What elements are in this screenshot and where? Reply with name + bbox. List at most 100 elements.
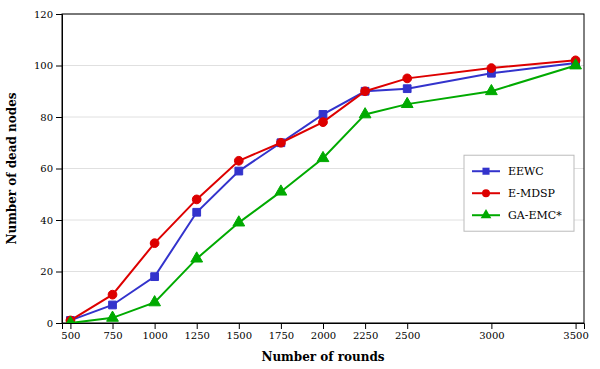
tick-mark [239, 323, 240, 329]
tick-label: 100 [34, 60, 53, 71]
series-line [70, 60, 575, 320]
legend-label: E-MDSP [508, 187, 556, 200]
tick-label: 2250 [353, 330, 378, 341]
marker [233, 216, 245, 226]
marker [193, 208, 201, 216]
tick-mark [155, 323, 156, 329]
tick: 1750 [269, 323, 294, 341]
marker [401, 97, 413, 107]
tick: 2000 [311, 323, 336, 341]
series-line [70, 66, 575, 324]
tick: 1000 [142, 323, 167, 341]
marker [319, 111, 327, 119]
legend-label: EEWC [508, 165, 544, 178]
tick-label: 1500 [227, 330, 252, 341]
marker [191, 252, 203, 262]
grid-line [62, 271, 584, 272]
legend-item: E-MDSP [472, 187, 556, 200]
tick-mark [576, 323, 577, 329]
tick-mark [323, 323, 324, 329]
marker [317, 151, 329, 161]
tick: 100 [34, 60, 62, 71]
marker [486, 84, 498, 94]
marker [403, 74, 412, 83]
tick-mark [56, 169, 62, 170]
tick: 2250 [353, 323, 378, 341]
tick-label: 500 [61, 330, 80, 341]
marker [192, 195, 201, 204]
marker [277, 139, 285, 147]
tick: 3500 [563, 323, 588, 341]
legend-marker [481, 209, 492, 218]
marker [151, 273, 159, 281]
marker [107, 311, 119, 321]
x-axis-title: Number of rounds [261, 350, 384, 364]
plot-frame [62, 14, 584, 323]
tick-mark [491, 323, 492, 329]
marker [235, 167, 243, 175]
tick-mark [407, 323, 408, 329]
tick-mark [281, 323, 282, 329]
marker [361, 87, 369, 95]
tick-label: 1750 [269, 330, 294, 341]
marker [361, 87, 370, 96]
tick: 1250 [184, 323, 209, 341]
tick-mark [365, 323, 366, 329]
marker [570, 59, 582, 69]
tick-label: 3000 [479, 330, 504, 341]
chart: 5007501000125015001750200022502500300035… [0, 0, 600, 369]
legend-marker [482, 168, 489, 175]
plot-area: 5007501000125015001750200022502500300035… [34, 9, 589, 341]
legend-item: GA-EMC* [472, 209, 562, 222]
tick-label: 120 [34, 9, 53, 20]
marker [359, 108, 371, 118]
tick: 120 [34, 9, 62, 20]
tick-mark [56, 117, 62, 118]
tick: 40 [40, 215, 62, 226]
tick: 2500 [395, 323, 420, 341]
tick-label: 750 [103, 330, 122, 341]
tick-mark [56, 220, 62, 221]
tick-label: 3500 [563, 330, 588, 341]
tick-mark [70, 323, 71, 329]
legend-label: GA-EMC* [508, 209, 562, 222]
tick-mark [56, 272, 62, 273]
axis-line [63, 324, 585, 330]
series-line [70, 63, 575, 321]
tick-mark [56, 323, 62, 324]
tick: 80 [40, 112, 62, 123]
marker [108, 290, 117, 299]
marker [275, 185, 287, 195]
tick-label: 40 [40, 215, 53, 226]
tick: 3000 [479, 323, 504, 341]
tick-label: 60 [40, 163, 53, 174]
legend-item: EEWC [472, 165, 544, 178]
tick-mark [113, 323, 114, 329]
marker [319, 118, 328, 127]
y-axis: 0 20 40 60 80 100 120 [34, 9, 63, 329]
tick-label: 0 [47, 318, 53, 329]
marker [277, 138, 286, 147]
marker [150, 239, 159, 248]
grid [62, 14, 584, 323]
tick-label: 1000 [142, 330, 167, 341]
tick: 20 [40, 266, 62, 277]
marker [487, 64, 496, 73]
x-axis: 500 750 1000 1250 1500 1750 2000 2250 2500 3000 35… [61, 323, 588, 341]
tick-label: 80 [40, 112, 53, 123]
tick: 60 [40, 163, 62, 174]
tick-mark [197, 323, 198, 329]
marker [109, 301, 117, 309]
tick-label: 2500 [395, 330, 420, 341]
tick: 0 [47, 318, 62, 329]
series-group [65, 56, 582, 323]
y-axis-title: Number of dead nodes [5, 92, 19, 244]
marker [234, 156, 243, 165]
marker [403, 85, 411, 93]
tick: 500 [61, 323, 80, 341]
marker [65, 316, 77, 323]
legend-marker [482, 189, 490, 197]
tick-mark [56, 66, 62, 67]
tick: 1500 [227, 323, 252, 341]
tick-label: 2000 [311, 330, 336, 341]
